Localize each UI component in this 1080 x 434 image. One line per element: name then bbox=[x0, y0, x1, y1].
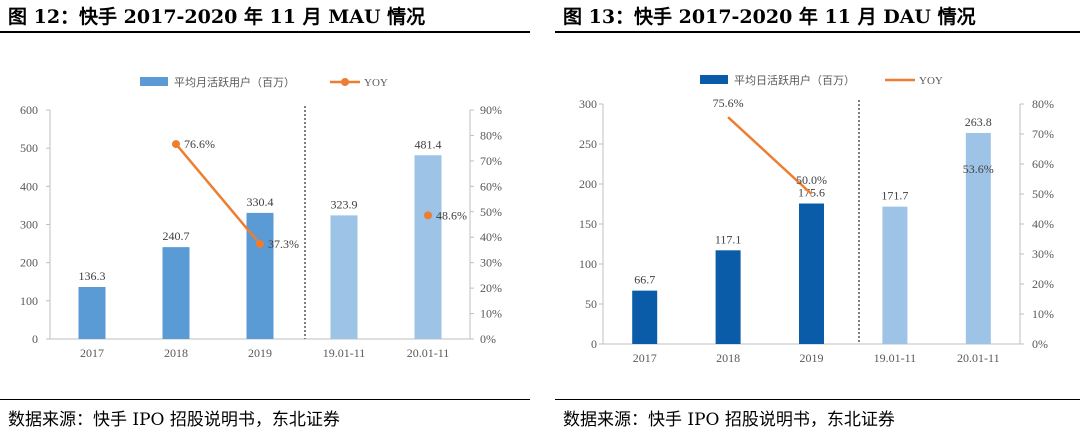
y2-tick-label: 80% bbox=[480, 128, 502, 142]
bar-value-label: 171.7 bbox=[881, 189, 908, 203]
yoy-point bbox=[256, 240, 264, 249]
y-tick-label: 0 bbox=[32, 332, 38, 346]
yoy-line-segment bbox=[727, 116, 813, 195]
title-divider bbox=[555, 31, 1080, 33]
legend-bar-swatch bbox=[140, 77, 168, 86]
x-tick-label: 20.01-11 bbox=[407, 346, 450, 360]
y2-tick-label: 40% bbox=[480, 230, 502, 244]
yoy-value-label: 37.3% bbox=[268, 237, 299, 251]
figure-source: 数据来源：快手 IPO 招股说明书，东北证券 bbox=[563, 410, 895, 430]
bar bbox=[414, 155, 442, 339]
bar bbox=[162, 247, 190, 339]
figure-title: 图 13：快手 2017-2020 年 11 月 DAU 情况 bbox=[563, 6, 976, 28]
x-tick-label: 2019 bbox=[248, 346, 272, 360]
legend-line-label: YOY bbox=[919, 75, 943, 87]
yoy-point bbox=[172, 140, 180, 149]
bar bbox=[330, 215, 358, 339]
x-tick-label: 20.01-11 bbox=[957, 351, 1000, 365]
y2-tick-label: 10% bbox=[480, 307, 502, 321]
x-tick-label: 19.01-11 bbox=[874, 351, 917, 365]
y2-tick-label: 20% bbox=[480, 281, 502, 295]
y2-tick-label: 0% bbox=[480, 332, 496, 346]
dau-chart: 平均日活跃用户（百万） YOY 0 50 100 150 200 250 300 0% 10% 20%… bbox=[579, 73, 1054, 365]
y2-tick-label: 50% bbox=[480, 205, 502, 219]
y2-tick-label: 60% bbox=[1032, 157, 1054, 171]
y-tick-label: 300 bbox=[579, 97, 597, 111]
y-tick-label: 0 bbox=[591, 337, 597, 351]
legend-line-label: YOY bbox=[364, 77, 388, 89]
x-tick-label: 2018 bbox=[716, 351, 740, 365]
bar-value-label: 66.7 bbox=[634, 273, 655, 287]
yoy-value-label: 76.6% bbox=[184, 137, 215, 151]
bar bbox=[715, 250, 741, 344]
yoy-value-label: 50.0% bbox=[796, 173, 827, 187]
y2-tick-label: 30% bbox=[480, 256, 502, 270]
x-tick-label: 2018 bbox=[164, 346, 188, 360]
y2-tick-label: 0% bbox=[1032, 337, 1048, 351]
bar-value-label: 330.4 bbox=[247, 195, 274, 209]
yoy-point bbox=[424, 211, 432, 220]
y-tick-label: 100 bbox=[20, 294, 38, 308]
y2-tick-label: 50% bbox=[1032, 187, 1054, 201]
y2-tick-label: 80% bbox=[1032, 97, 1054, 111]
yoy-value-label: 53.6% bbox=[963, 162, 994, 176]
mau-chart: 平均月活跃用户（百万） YOY 0 100 200 300 400 500 600 0% 10% 20… bbox=[20, 75, 502, 360]
y-tick-label: 200 bbox=[579, 177, 597, 191]
figure-title: 图 12：快手 2017-2020 年 11 月 MAU 情况 bbox=[8, 6, 426, 28]
source-divider bbox=[0, 399, 530, 400]
y2-tick-label: 40% bbox=[1032, 217, 1054, 231]
x-tick-label: 2017 bbox=[80, 346, 104, 360]
yoy-line-segment bbox=[175, 143, 261, 245]
y-tick-label: 500 bbox=[20, 141, 38, 155]
y-tick-label: 300 bbox=[20, 218, 38, 232]
y2-tick-label: 60% bbox=[480, 179, 502, 193]
bar bbox=[632, 290, 658, 344]
y-tick-label: 100 bbox=[579, 257, 597, 271]
bar-value-label: 263.8 bbox=[965, 115, 992, 129]
y-tick-label: 50 bbox=[585, 297, 597, 311]
x-tick-label: 2017 bbox=[633, 351, 657, 365]
yoy-value-label: 75.6% bbox=[713, 96, 744, 110]
y2-tick-label: 10% bbox=[1032, 307, 1054, 321]
bar-value-label: 117.1 bbox=[715, 232, 742, 246]
bar-value-label: 323.9 bbox=[331, 197, 358, 211]
legend-bar-label: 平均日活跃用户（百万） bbox=[734, 73, 855, 87]
x-tick-label: 19.01-11 bbox=[323, 346, 366, 360]
x-tick-label: 2019 bbox=[800, 351, 824, 365]
legend-line-marker bbox=[341, 78, 349, 86]
y-tick-label: 600 bbox=[20, 103, 38, 117]
y2-tick-label: 70% bbox=[1032, 127, 1054, 141]
y2-tick-label: 30% bbox=[1032, 247, 1054, 261]
y-tick-label: 400 bbox=[20, 179, 38, 193]
figure-source: 数据来源：快手 IPO 招股说明书，东北证券 bbox=[8, 410, 340, 430]
y-tick-label: 200 bbox=[20, 256, 38, 270]
bar bbox=[882, 206, 908, 344]
bar-value-label: 481.4 bbox=[415, 137, 442, 151]
legend-bar-label: 平均月活跃用户（百万） bbox=[174, 75, 295, 89]
bar bbox=[799, 203, 824, 344]
bar bbox=[78, 286, 106, 339]
y-tick-label: 250 bbox=[579, 137, 597, 151]
legend-bar-swatch bbox=[700, 75, 728, 84]
y2-tick-label: 20% bbox=[1032, 277, 1054, 291]
source-divider bbox=[555, 399, 1080, 400]
y2-tick-label: 90% bbox=[480, 103, 502, 117]
y2-tick-label: 70% bbox=[480, 154, 502, 168]
yoy-value-label: 48.6% bbox=[436, 208, 467, 222]
bar bbox=[965, 132, 991, 344]
bar-value-label: 240.7 bbox=[163, 229, 190, 243]
title-divider bbox=[0, 31, 530, 33]
bar-value-label: 136.3 bbox=[79, 269, 106, 283]
y-tick-label: 150 bbox=[579, 217, 597, 231]
